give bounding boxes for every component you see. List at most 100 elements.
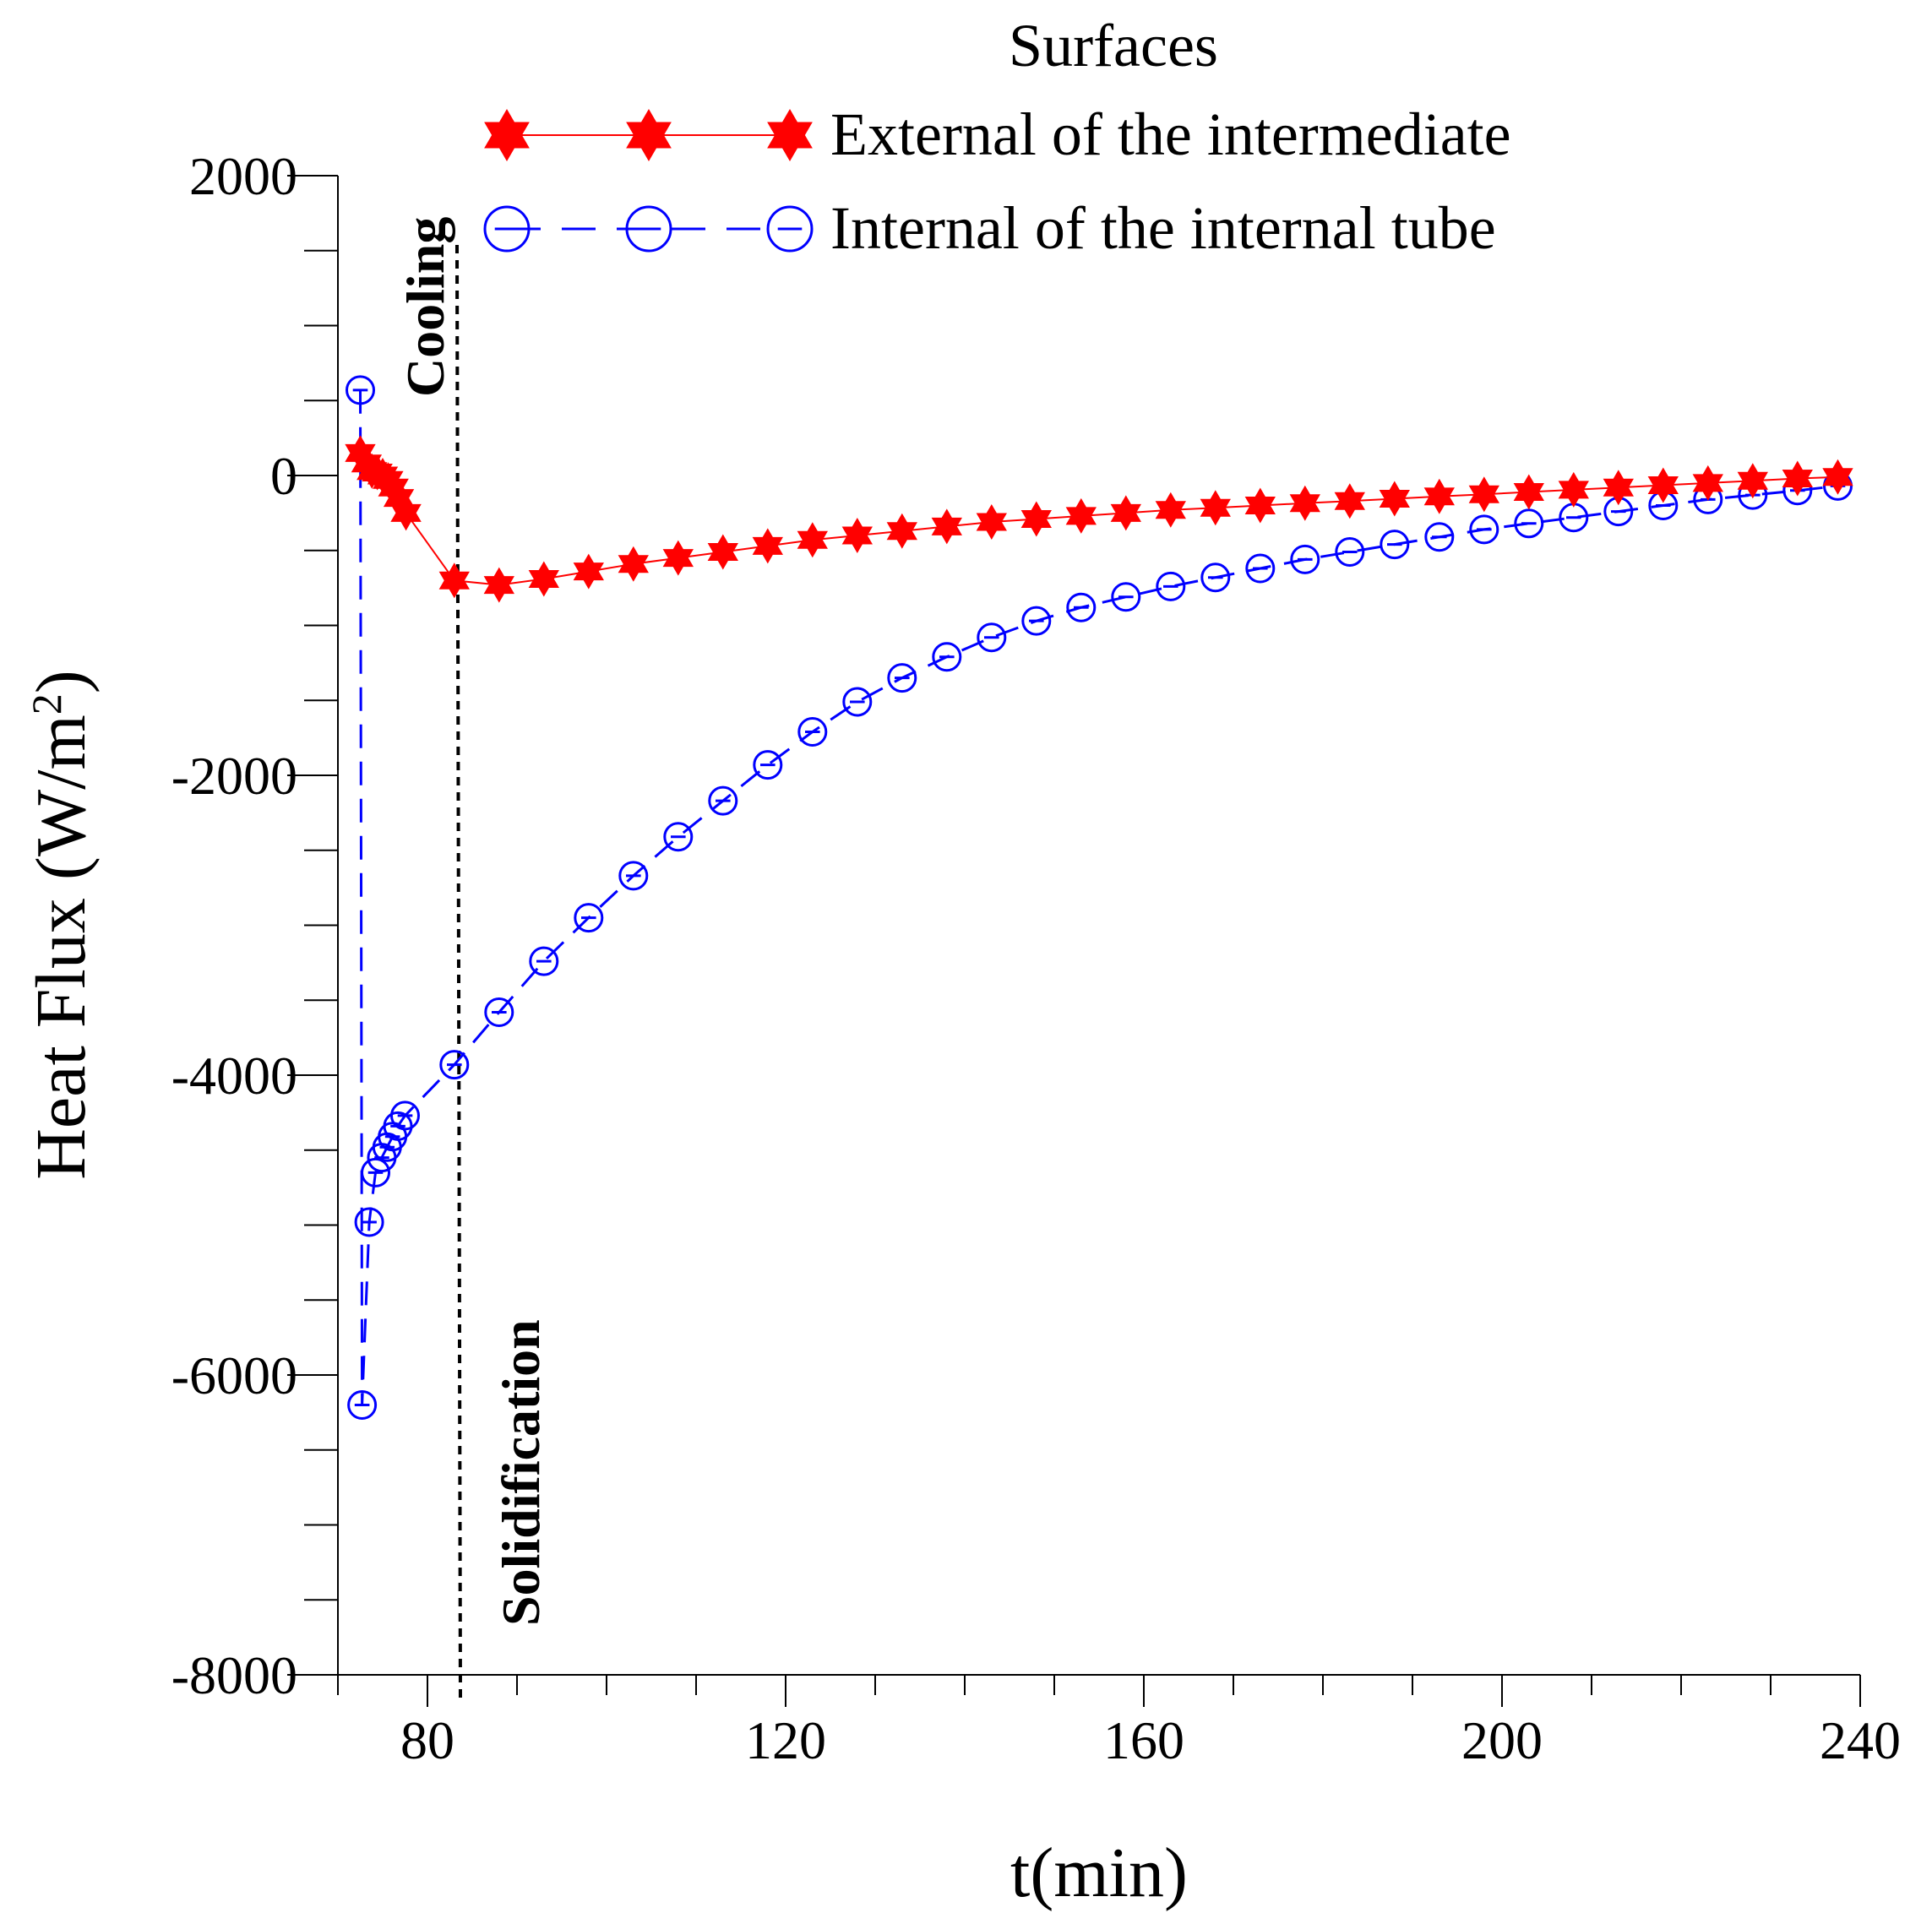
- x-tick-label: 160: [1103, 1710, 1184, 1770]
- data-point-circle-ring: [529, 946, 559, 976]
- data-point-circle-ring: [977, 622, 1007, 653]
- data-point-circle-ring: [390, 1101, 420, 1131]
- data-point-circle-ring: [383, 1111, 413, 1141]
- legend-circle-marker: [766, 205, 814, 253]
- series-internal: [346, 375, 1853, 1420]
- series-external: [345, 435, 1853, 603]
- data-point-star: [618, 546, 649, 582]
- data-point-circle: [529, 946, 559, 976]
- data-point-star: [390, 495, 422, 531]
- series-line: [359, 389, 1838, 1405]
- data-point-circle: [1066, 592, 1097, 622]
- data-point-star: [1647, 467, 1679, 503]
- data-point-circle: [797, 717, 828, 747]
- data-point-circle: [346, 375, 375, 405]
- data-point-star: [483, 567, 514, 603]
- data-point-star: [707, 534, 738, 570]
- legend-star-marker: [767, 109, 813, 161]
- y-ticks: 2000 0 -2000 -4000 -6000 -8000: [171, 146, 338, 1705]
- data-point-circle: [1380, 530, 1410, 560]
- data-point-star: [1692, 465, 1723, 501]
- data-point-circle-ring: [1156, 571, 1186, 601]
- data-point-circle: [361, 1157, 391, 1187]
- data-point-star: [1822, 459, 1853, 495]
- data-point-circle-ring: [1021, 606, 1052, 636]
- data-point-circle: [932, 642, 962, 672]
- legend-star-marker: [484, 109, 530, 161]
- data-point-circle: [1156, 571, 1186, 601]
- data-point-circle-ring: [354, 1207, 384, 1237]
- x-tick-label: 200: [1461, 1710, 1543, 1770]
- y-tick-label: -6000: [171, 1345, 297, 1405]
- data-point-circle-ring: [932, 642, 962, 672]
- data-point-star: [1110, 495, 1141, 531]
- data-point-star: [1244, 487, 1276, 524]
- series-layer: [345, 375, 1853, 1420]
- data-point-circle: [1335, 537, 1365, 568]
- data-point-star: [752, 528, 783, 564]
- legend: Surfaces External of the intermediate In…: [483, 12, 1511, 262]
- data-point-circle-ring: [1245, 553, 1276, 584]
- data-point-star: [797, 522, 828, 558]
- cooling-label: Cooling: [395, 217, 455, 397]
- x-ticks: 80 120 160 200 240: [337, 1675, 1901, 1770]
- data-point-star: [886, 513, 917, 549]
- data-point-circle: [439, 1050, 470, 1080]
- legend-circle-marker: [625, 205, 672, 253]
- data-point-star: [1334, 483, 1365, 519]
- data-point-circle-ring: [361, 1157, 391, 1187]
- data-point-star: [976, 504, 1007, 540]
- y-tick-label: -2000: [171, 746, 297, 806]
- y-axis-title-sup: 2: [23, 693, 70, 715]
- data-point-star: [931, 508, 962, 545]
- data-point-circle-ring: [1335, 537, 1365, 568]
- data-point-circle: [390, 1101, 420, 1131]
- data-point-star: [1423, 478, 1455, 514]
- legend-markers-external: [484, 109, 813, 161]
- data-point-circle-ring: [346, 375, 375, 405]
- data-point-circle: [354, 1207, 384, 1237]
- legend-markers-internal: [483, 205, 814, 253]
- data-point-circle: [1245, 553, 1276, 584]
- data-point-circle: [842, 687, 873, 717]
- data-point-star: [1468, 476, 1499, 513]
- data-point-circle: [1290, 544, 1320, 574]
- data-point-star: [1065, 497, 1097, 534]
- data-point-star: [1200, 490, 1231, 526]
- legend-label-external: External of the intermediate: [830, 101, 1511, 168]
- data-point-circle-ring: [574, 903, 604, 933]
- legend-title: Surfaces: [1009, 12, 1218, 79]
- data-point-circle-ring: [842, 687, 873, 717]
- y-tick-label: 0: [270, 446, 297, 506]
- y-tick-label: -4000: [171, 1046, 297, 1106]
- data-point-circle-ring: [1380, 530, 1410, 560]
- phase-divider-line: [454, 244, 462, 1698]
- data-point-circle: [484, 997, 514, 1027]
- data-point-star: [573, 553, 604, 590]
- x-tick-label: 80: [400, 1710, 454, 1770]
- data-point-circle-ring: [1424, 522, 1455, 552]
- data-point-circle: [1021, 606, 1052, 636]
- data-point-star: [1558, 471, 1589, 508]
- data-point-star: [1782, 460, 1813, 497]
- data-point-circle: [1111, 582, 1141, 612]
- y-axis-title-main: Heat Flux (W/m: [22, 715, 101, 1180]
- data-point-circle-ring: [1066, 592, 1097, 622]
- data-point-star: [438, 562, 470, 599]
- data-point-circle-ring: [1290, 544, 1320, 574]
- data-point-circle: [574, 903, 604, 933]
- legend-circle-marker-ring: [625, 205, 672, 253]
- solidification-label: Solidification: [491, 1319, 551, 1626]
- y-axis-title: Heat Flux (W/m2): [22, 670, 101, 1180]
- data-point-circle: [347, 1390, 378, 1420]
- data-point-circle: [708, 785, 738, 816]
- data-point-star: [1289, 485, 1320, 521]
- data-point-circle-ring: [887, 663, 917, 693]
- legend-label-internal: Internal of the internal tube: [830, 194, 1496, 262]
- data-point-star: [1020, 501, 1052, 537]
- data-point-circle-ring: [439, 1050, 470, 1080]
- data-point-circle-ring: [1469, 514, 1499, 545]
- x-tick-label: 240: [1820, 1710, 1901, 1770]
- data-point-circle-ring: [484, 997, 514, 1027]
